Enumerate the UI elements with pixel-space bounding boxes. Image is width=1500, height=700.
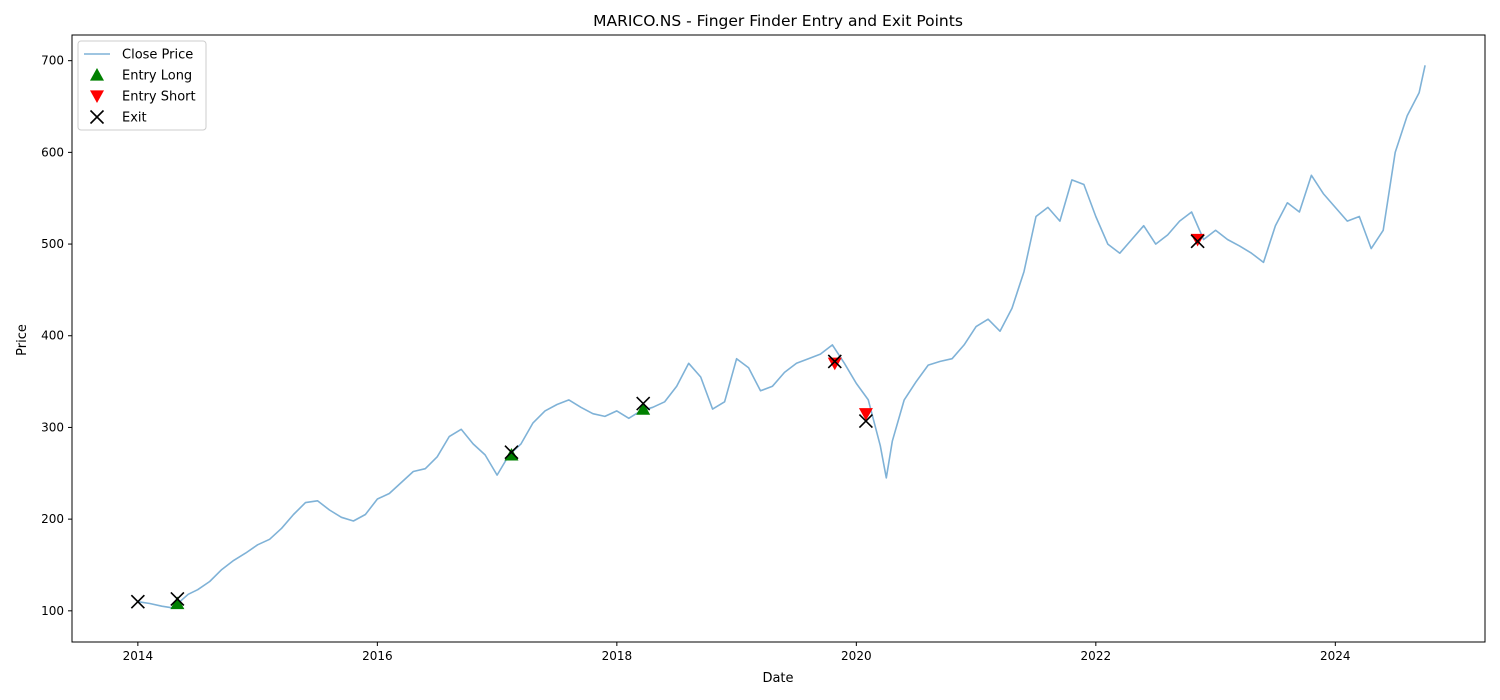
x-tick-label: 2022: [1081, 649, 1112, 663]
entry-long-marker: [636, 402, 651, 415]
exit-marker: [170, 591, 185, 606]
exit-marker: [504, 445, 519, 460]
plot-area: [130, 65, 1426, 610]
y-tick-label: 600: [41, 145, 64, 159]
legend: Close Price Entry Long Entry Short Exit: [77, 40, 207, 131]
x-axis-label: Date: [762, 671, 793, 686]
y-axis-label: Price: [15, 324, 30, 356]
legend-box: [77, 40, 207, 131]
y-tick-label: 400: [41, 329, 64, 343]
exit-marker: [130, 594, 145, 609]
x-tick-label: 2016: [362, 649, 393, 663]
y-tick-label: 100: [41, 604, 64, 618]
legend-label-exit: Exit: [122, 111, 147, 126]
chart-title: MARICO.NS - Finger Finder Entry and Exit…: [593, 12, 963, 30]
plot-frame: [71, 34, 1486, 643]
y-axis: 100 200 300 400 500 600 700: [41, 54, 72, 618]
y-tick-label: 500: [41, 237, 64, 251]
legend-label-entry-long: Entry Long: [122, 69, 192, 84]
y-tick-label: 700: [41, 54, 64, 68]
x-axis: 2014 2016 2018 2020 2022 2024: [123, 642, 1351, 663]
exit-marker: [827, 354, 842, 369]
legend-swatch-entry-short: [90, 90, 104, 103]
close-price-line: [137, 65, 1426, 609]
exit-marker: [1190, 234, 1205, 249]
x-tick-label: 2024: [1320, 649, 1351, 663]
x-tick-label: 2020: [841, 649, 872, 663]
exit-marker: [858, 413, 873, 429]
entry-long-marker: [504, 447, 519, 461]
legend-swatch-exit: [89, 109, 105, 125]
entry-short-marker: [827, 357, 842, 371]
entry-long-marker: [170, 596, 185, 610]
entry-short-marker: [858, 408, 873, 421]
x-tick-label: 2018: [602, 649, 633, 663]
x-tick-label: 2014: [123, 649, 154, 663]
legend-swatch-entry-long: [90, 68, 104, 81]
exit-marker: [636, 396, 651, 411]
y-tick-label: 300: [41, 420, 64, 434]
legend-label-close-price: Close Price: [122, 48, 193, 63]
legend-label-entry-short: Entry Short: [122, 90, 196, 105]
y-tick-label: 200: [41, 512, 64, 526]
